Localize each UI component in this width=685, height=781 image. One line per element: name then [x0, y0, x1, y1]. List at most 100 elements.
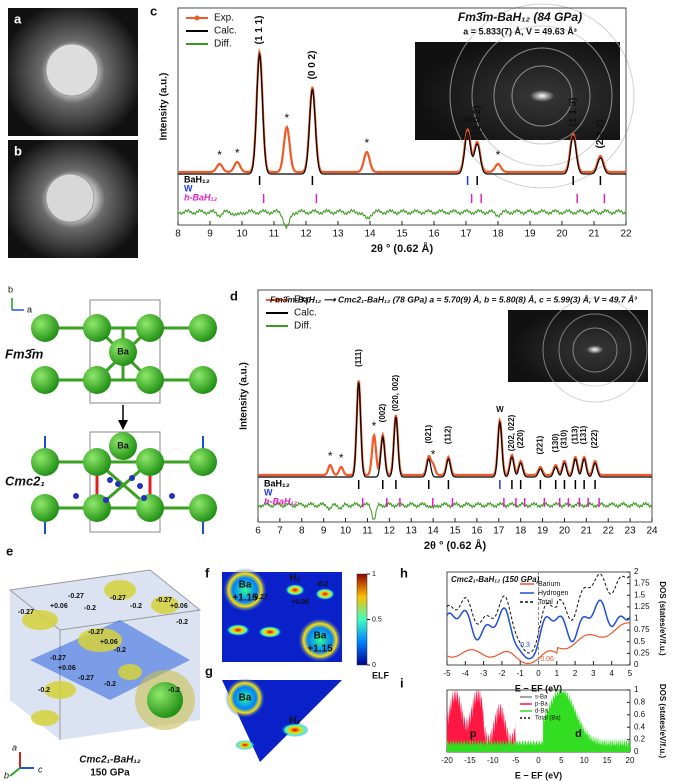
x-tick-label: 15	[603, 756, 612, 765]
x-tick-label: 22	[603, 526, 615, 537]
peak-label: (111)	[354, 349, 363, 367]
elf-features	[223, 568, 342, 662]
phase-label: h-BaH₁₂	[184, 192, 218, 202]
panel-label: h	[400, 565, 408, 580]
y-tick-label: 1	[634, 614, 639, 623]
map-label: H₃	[290, 572, 301, 582]
x-tick-label: 23	[625, 526, 637, 537]
x-tick-label: 13	[406, 526, 418, 537]
colorbar	[356, 573, 368, 666]
y-tick-label: 0.25	[634, 648, 650, 657]
charge-label: -0.27	[78, 675, 94, 682]
x-tick-label: 20	[559, 526, 571, 537]
legend-label: Calc.	[294, 308, 317, 319]
legend-swatch	[274, 297, 280, 303]
diffraction-image	[415, 42, 620, 140]
y-tick-label: 1.75	[634, 579, 650, 588]
x-tick-label: 17	[493, 526, 505, 537]
x-tick-label: 0	[536, 756, 541, 765]
caption: Cmc2₁-BaH₁₂	[79, 755, 141, 766]
x-tick-label: -3	[480, 669, 488, 678]
map-label: +1.15	[307, 644, 333, 655]
x-tick-label: 18	[492, 229, 504, 240]
elf-3d	[8, 569, 202, 777]
charge-label: -0.2	[38, 687, 50, 694]
panel-label: g	[205, 663, 213, 678]
map-label: -0.2	[316, 581, 328, 588]
diffraction-rings	[449, 3, 635, 189]
charge-label: -0.2	[104, 681, 116, 688]
panel-title: Cmc2₁-BaH₁₂ (150 GPa)	[451, 575, 540, 584]
legend-label: Barium	[538, 581, 560, 588]
x-tick-label: 4	[609, 669, 614, 678]
x-tick-label: -5	[443, 669, 451, 678]
x-tick-label: 5	[628, 669, 633, 678]
peak-label: (113)	[570, 426, 579, 445]
axis-label: b	[4, 770, 9, 780]
charge-label: +0.06	[170, 603, 188, 610]
panel-label: i	[400, 675, 404, 690]
map-label: H₂	[289, 716, 301, 727]
map-label: +1.15	[232, 593, 258, 604]
y-tick-label: 0.8	[634, 698, 646, 707]
map-label: +0.06	[291, 599, 309, 606]
peak-label: (020, 002)	[391, 374, 400, 411]
x-tick-label: 10	[580, 756, 589, 765]
x-axis-label: E − EF (eV)	[515, 770, 562, 780]
x-axis-label: 2θ ° (0.62 Å)	[371, 242, 434, 255]
sample-b	[45, 173, 95, 223]
diffraction-rings	[542, 297, 648, 403]
legend-label: Hydrogen	[538, 590, 568, 597]
legend-label: Diff.	[294, 321, 312, 332]
panel-title: Fm3̄m-BaH₁₂ ⟶ Cmc2₁-BaH₁₂ (78 GPa) a = 5…	[270, 294, 638, 304]
phase-label: W	[184, 183, 193, 193]
y-axis-label: Intensity (a.u.)	[239, 362, 250, 430]
charge-label: +0.06	[58, 665, 76, 672]
map-label: Ba	[239, 580, 252, 591]
phase-label: h-BaH₁₂	[264, 496, 298, 506]
x-tick-label: 16	[428, 229, 440, 240]
x-tick-label: -4	[462, 669, 470, 678]
calc-curve	[258, 382, 652, 478]
x-tick-label: 24	[646, 526, 658, 537]
sample-a	[45, 43, 99, 97]
charge-label: -0.2	[168, 687, 180, 694]
y-axis-label: DOS (states/eV/f.u.)	[658, 581, 667, 656]
atom-label: Ba	[117, 440, 129, 450]
phase-label: Fm3̄m	[5, 346, 44, 361]
atom-label: Ba	[117, 346, 129, 356]
impurity-mark: *	[431, 448, 436, 462]
caption: 150 GPa	[90, 768, 130, 779]
peak-label: (1 1 1)	[254, 16, 265, 45]
x-tick-label: -5	[512, 756, 520, 765]
x-tick-label: 16	[471, 526, 483, 537]
y-tick-label: 0.75	[634, 625, 650, 634]
y-tick-label: 1.5	[634, 590, 646, 599]
diff-curve	[257, 501, 653, 521]
impurity-mark: *	[372, 419, 377, 433]
inset-subtitle: a = 5.833(7) Å, V = 49.63 Å³	[463, 26, 577, 36]
elf-features	[225, 678, 309, 750]
legend-label: d-Ba	[535, 709, 548, 715]
x-tick-label: 12	[384, 526, 396, 537]
peak-label: (202, 022)	[507, 414, 516, 451]
y-tick-label: 0.5	[634, 637, 646, 646]
impurity-mark: *	[284, 111, 289, 125]
x-tick-label: 0	[536, 669, 541, 678]
y-tick-label: 2	[634, 567, 639, 576]
x-tick-label: 14	[428, 526, 440, 537]
charge-label: -0.2	[130, 603, 142, 610]
x-axis-label: E − EF (eV)	[515, 683, 562, 693]
x-tick-label: 19	[524, 229, 536, 240]
exp-curve	[258, 380, 652, 477]
peak-label: (130)	[551, 433, 560, 452]
calc-curve	[178, 51, 626, 175]
peak-label: (2 2 2)	[595, 120, 606, 149]
axis-label: a	[27, 304, 32, 314]
peak-label: (2 0 2)	[472, 105, 483, 134]
structure	[11, 298, 217, 534]
axis-label: b	[8, 284, 13, 294]
legend-label: Exp.	[294, 295, 314, 306]
pdos-area	[447, 690, 516, 752]
